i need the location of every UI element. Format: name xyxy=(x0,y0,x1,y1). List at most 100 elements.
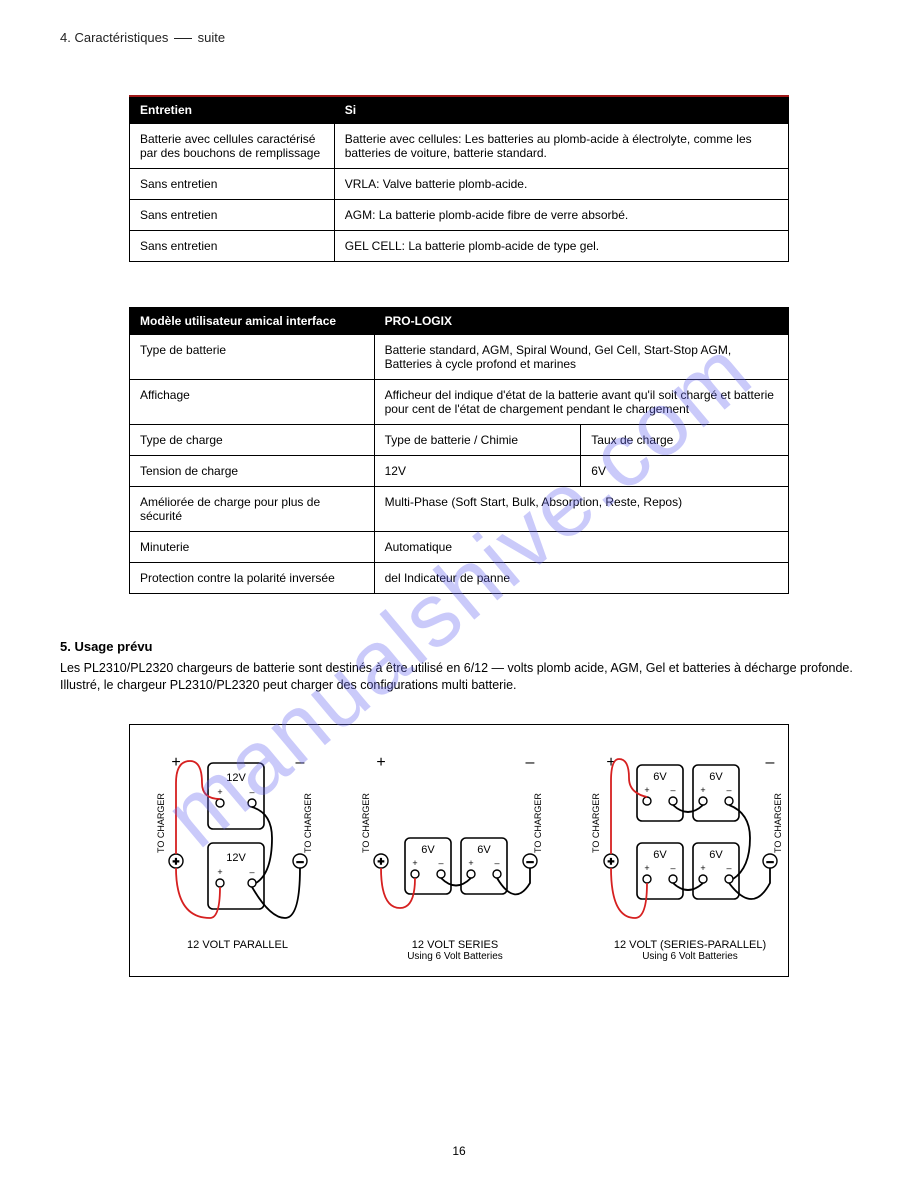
table-header-row: Entretien Si xyxy=(130,96,789,124)
battery-voltage: 6V xyxy=(653,849,667,861)
heading-title: 4. Caractéristiques xyxy=(60,30,168,45)
battery-voltage: 6V xyxy=(477,844,491,856)
svg-text:–: – xyxy=(249,867,254,877)
svg-text:+: + xyxy=(700,785,705,795)
table-row: Sans entretien GEL CELL: La batterie plo… xyxy=(130,231,789,262)
svg-text:+: + xyxy=(468,858,473,868)
battery-voltage: 6V xyxy=(421,844,435,856)
table-header-row: Modèle utilisateur amical interface PRO-… xyxy=(130,308,789,335)
minus-label: – xyxy=(766,754,775,771)
table-cell: Type de batterie xyxy=(130,335,375,380)
table-cell: Afficheur del indique d'état de la batte… xyxy=(374,380,788,425)
svg-text:–: – xyxy=(670,785,675,795)
svg-text:+: + xyxy=(644,863,649,873)
table-header-cell: Entretien xyxy=(130,96,335,124)
svg-text:–: – xyxy=(494,858,499,868)
svg-text:+: + xyxy=(412,858,417,868)
svg-text:–: – xyxy=(297,856,304,868)
to-charger-label: TO CHARGER xyxy=(156,792,166,852)
table-row: Batterie avec cellules caractérisé par d… xyxy=(130,124,789,169)
table-row: Type de charge Type de batterie / Chimie… xyxy=(130,425,789,456)
diagram-caption: 12 VOLT (SERIES-PARALLEL) xyxy=(614,939,766,951)
section-title: 5. Usage prévu xyxy=(60,639,858,654)
table-cell: Sans entretien xyxy=(130,200,335,231)
diagram-subcaption: Using 6 Volt Batteries xyxy=(407,951,503,962)
svg-text:–: – xyxy=(527,856,534,868)
table-cell: Améliorée de charge pour plus de sécurit… xyxy=(130,487,375,532)
diagram-svg-parallel: TO CHARGER + TO CHARGER – 12V 12V + – + – xyxy=(150,743,325,933)
table-cell: Batterie standard, AGM, Spiral Wound, Ge… xyxy=(374,335,788,380)
table-row: Protection contre la polarité inversée d… xyxy=(130,563,789,594)
minus-label: – xyxy=(526,754,535,771)
wiring-diagram-box: TO CHARGER + TO CHARGER – 12V 12V + – + – xyxy=(129,724,789,977)
svg-text:+: + xyxy=(644,785,649,795)
diagram-caption: 12 VOLT SERIES xyxy=(412,939,498,951)
svg-text:–: – xyxy=(249,787,254,797)
interface-table: Modèle utilisateur amical interface PRO-… xyxy=(129,307,789,594)
diagram-panel-series-parallel: TO CHARGER + TO CHARGER – 6V 6V 6V 6V xyxy=(585,743,795,962)
table-cell: Type de batterie / Chimie xyxy=(374,425,581,456)
plus-label: + xyxy=(376,754,385,771)
battery-voltage: 12V xyxy=(226,772,246,784)
battery-voltage: 6V xyxy=(709,771,723,783)
table-row: Tension de charge 12V 6V xyxy=(130,456,789,487)
svg-text:–: – xyxy=(438,858,443,868)
table-header-cell: PRO-LOGIX xyxy=(374,308,788,335)
table-cell: 12V xyxy=(374,456,581,487)
table-cell: Tension de charge xyxy=(130,456,375,487)
to-charger-label: TO CHARGER xyxy=(303,792,313,852)
to-charger-label: TO CHARGER xyxy=(591,792,601,852)
table-cell: 6V xyxy=(581,456,789,487)
to-charger-label: TO CHARGER xyxy=(773,792,783,852)
table-cell: Minuterie xyxy=(130,532,375,563)
to-charger-label: TO CHARGER xyxy=(533,792,543,852)
table-row: Minuterie Automatique xyxy=(130,532,789,563)
table-cell: del Indicateur de panne xyxy=(374,563,788,594)
diagram-svg-series-parallel: TO CHARGER + TO CHARGER – 6V 6V 6V 6V xyxy=(585,743,795,933)
table-cell: Automatique xyxy=(374,532,788,563)
table-cell: Taux de charge xyxy=(581,425,789,456)
heading-rule xyxy=(174,38,192,39)
diagram-panel-series: TO CHARGER + TO CHARGER – 6V 6V + – + – xyxy=(355,743,555,962)
table-cell: Multi-Phase (Soft Start, Bulk, Absorptio… xyxy=(374,487,788,532)
table-header-cell: Si xyxy=(334,96,788,124)
table-row: Sans entretien AGM: La batterie plomb-ac… xyxy=(130,200,789,231)
diagram-panel-parallel: TO CHARGER + TO CHARGER – 12V 12V + – + – xyxy=(150,743,325,962)
diagram-svg-series: TO CHARGER + TO CHARGER – 6V 6V + – + – xyxy=(355,743,555,933)
battery-voltage: 12V xyxy=(226,852,246,864)
table-row: Affichage Afficheur del indique d'état d… xyxy=(130,380,789,425)
table-row: Améliorée de charge pour plus de sécurit… xyxy=(130,487,789,532)
table-cell: GEL CELL: La batterie plomb-acide de typ… xyxy=(334,231,788,262)
svg-text:+: + xyxy=(217,787,222,797)
table-cell: Affichage xyxy=(130,380,375,425)
section-body: Les PL2310/PL2320 chargeurs de batterie … xyxy=(60,660,858,694)
table-cell: Batterie avec cellules: Les batteries au… xyxy=(334,124,788,169)
svg-text:–: – xyxy=(767,856,774,868)
svg-text:+: + xyxy=(173,856,179,868)
svg-text:+: + xyxy=(700,863,705,873)
table-cell: VRLA: Valve batterie plomb-acide. xyxy=(334,169,788,200)
table-row: Type de batterie Batterie standard, AGM,… xyxy=(130,335,789,380)
svg-text:–: – xyxy=(670,863,675,873)
table-row: Sans entretien VRLA: Valve batterie plom… xyxy=(130,169,789,200)
table-cell: Type de charge xyxy=(130,425,375,456)
table-cell: Sans entretien xyxy=(130,231,335,262)
page-number: 16 xyxy=(0,1144,918,1158)
table-cell: Batterie avec cellules caractérisé par d… xyxy=(130,124,335,169)
diagram-subcaption: Using 6 Volt Batteries xyxy=(642,951,738,962)
table-cell: AGM: La batterie plomb-acide fibre de ve… xyxy=(334,200,788,231)
battery-voltage: 6V xyxy=(653,771,667,783)
to-charger-label: TO CHARGER xyxy=(361,792,371,852)
svg-text:–: – xyxy=(726,785,731,795)
heading-cont: suite xyxy=(198,30,225,45)
diagram-caption: 12 VOLT PARALLEL xyxy=(187,939,288,951)
battery-voltage: 6V xyxy=(709,849,723,861)
table-cell: Sans entretien xyxy=(130,169,335,200)
svg-text:+: + xyxy=(217,867,222,877)
table-header-cell: Modèle utilisateur amical interface xyxy=(130,308,375,335)
svg-text:+: + xyxy=(608,856,614,868)
svg-text:+: + xyxy=(378,856,384,868)
minus-label: – xyxy=(296,754,305,771)
maintenance-table: Entretien Si Batterie avec cellules cara… xyxy=(129,95,789,262)
section-heading: 4. Caractéristiques suite xyxy=(60,30,858,45)
